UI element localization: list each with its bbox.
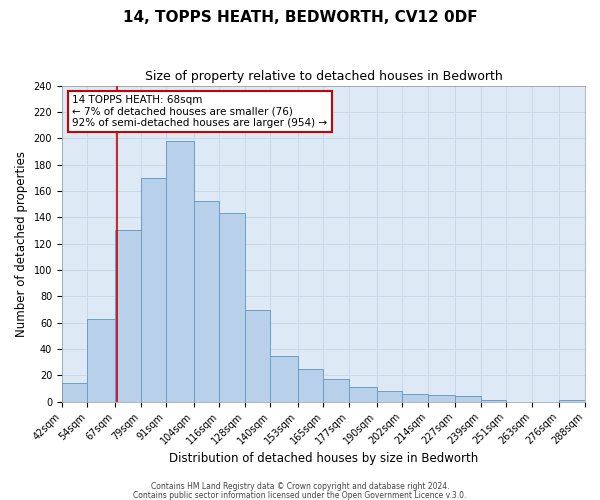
Bar <box>455 396 481 402</box>
Bar <box>402 394 428 402</box>
Text: Contains HM Land Registry data © Crown copyright and database right 2024.: Contains HM Land Registry data © Crown c… <box>151 482 449 491</box>
Bar <box>194 202 219 402</box>
Text: Contains public sector information licensed under the Open Government Licence v.: Contains public sector information licen… <box>133 490 467 500</box>
Title: Size of property relative to detached houses in Bedworth: Size of property relative to detached ho… <box>145 70 502 83</box>
Bar <box>166 141 194 402</box>
Bar <box>323 380 349 402</box>
Bar <box>245 310 270 402</box>
Bar <box>559 400 585 402</box>
Bar <box>88 318 115 402</box>
Text: 14 TOPPS HEATH: 68sqm
← 7% of detached houses are smaller (76)
92% of semi-detac: 14 TOPPS HEATH: 68sqm ← 7% of detached h… <box>73 95 328 128</box>
Bar <box>377 391 402 402</box>
X-axis label: Distribution of detached houses by size in Bedworth: Distribution of detached houses by size … <box>169 452 478 465</box>
Bar <box>219 214 245 402</box>
Bar <box>115 230 140 402</box>
Bar <box>270 356 298 402</box>
Y-axis label: Number of detached properties: Number of detached properties <box>15 150 28 336</box>
Bar <box>140 178 166 402</box>
Text: 14, TOPPS HEATH, BEDWORTH, CV12 0DF: 14, TOPPS HEATH, BEDWORTH, CV12 0DF <box>122 10 478 25</box>
Bar <box>298 369 323 402</box>
Bar <box>349 387 377 402</box>
Bar <box>428 395 455 402</box>
Bar <box>62 384 88 402</box>
Bar <box>481 400 506 402</box>
